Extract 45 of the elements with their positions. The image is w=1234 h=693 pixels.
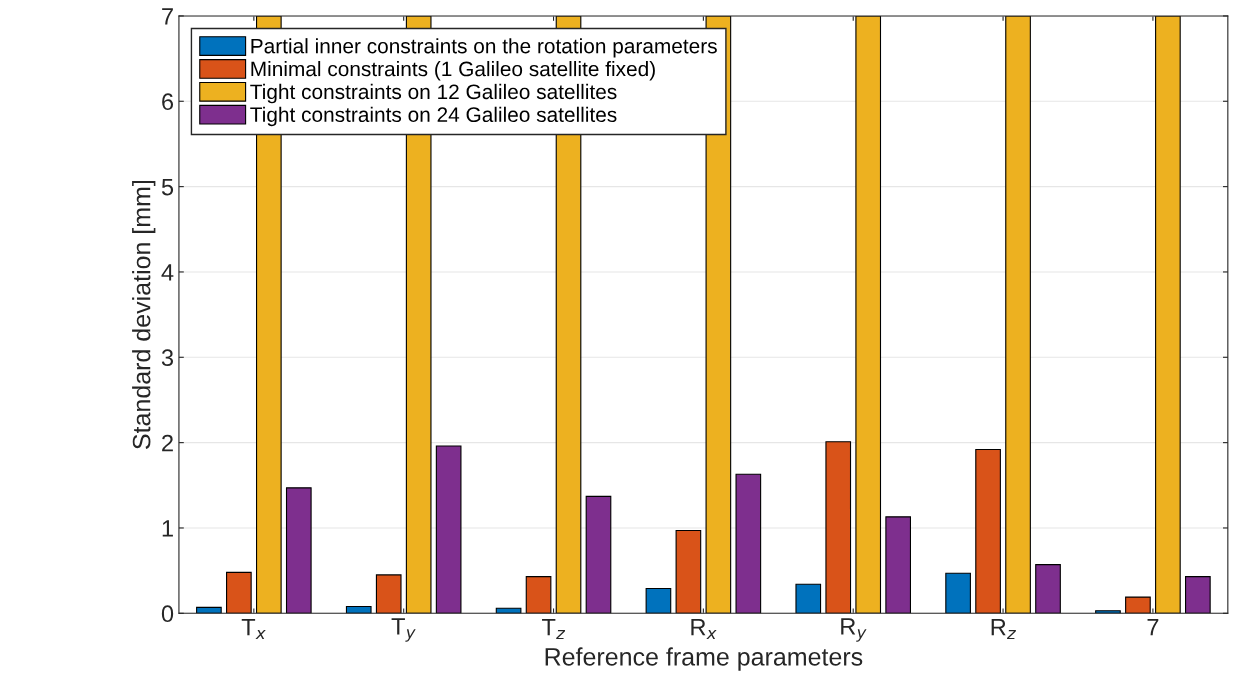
bar [1125,596,1151,614]
x-tick-label: R$_{z}$ [991,618,1016,640]
bar [1095,610,1121,614]
x-axis-title: Reference frame parameters [545,647,863,671]
x-tick-label: T$_{y}$ [391,618,416,642]
x-tick-label: R$_{x}$ [691,618,717,640]
x-tick-label: T$_{z}$ [542,618,566,640]
bar [855,15,882,614]
bar [975,448,1001,614]
bar [435,445,462,614]
bar [645,588,672,614]
bar [1185,576,1211,614]
bar [495,607,522,614]
bar [1005,15,1031,614]
bar [885,516,912,614]
bar [945,572,971,614]
y-tick-label: 1 [162,520,173,537]
y-tick-label: 2 [162,434,173,452]
y-tick-label: 3 [161,349,174,367]
x-tick-label: R$_{y}$ [841,618,867,642]
y-tick-label: 4 [161,264,174,281]
bar [226,571,252,614]
bar [735,473,762,614]
bar [285,487,312,614]
y-tick-label: 7 [162,8,173,25]
y-tick-label: 6 [162,93,174,111]
x-tick-label: T$_{x}$ [241,618,266,640]
y-axis-title: Standard deviation [mm] [132,180,156,449]
legend-label: Partial inner constraints on the rotation parameters [251,38,717,58]
x-tick-label: 7 [1147,619,1159,636]
legend-label: Tight constraints on 24 Galileo satellites [250,106,617,127]
bar [375,574,402,614]
bar [525,576,552,614]
y-tick-label: 0 [161,605,174,623]
bar [585,495,612,614]
bar [1155,15,1181,614]
legend-label: Minimal constraints (1 Galileo satellite fixed) [251,61,655,81]
bar [795,583,822,614]
bar [825,441,852,614]
bar [345,605,372,614]
legend-label: Tight constraints on 12 Galileo satellites [250,83,617,104]
bar [675,529,702,614]
bar [196,606,222,614]
bar [1035,564,1061,614]
y-tick-label: 5 [161,178,174,196]
